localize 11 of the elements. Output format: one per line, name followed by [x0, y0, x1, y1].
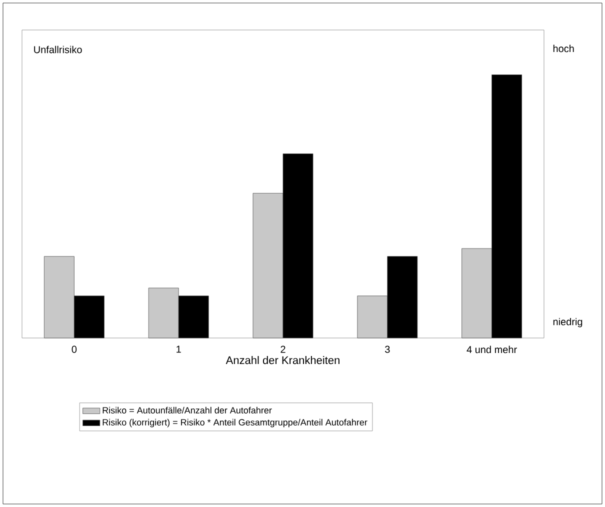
- x-tick-label: 1: [176, 346, 181, 353]
- legend-label: Risiko = Autounfälle/Anzahl der Autofahrer: [102, 406, 272, 414]
- x-tick-label: 0: [72, 346, 77, 353]
- text: hoch: [553, 44, 574, 52]
- x-tick-label: 4 und mehr: [466, 346, 517, 354]
- x-axis-title: Anzahl der Krankheiten: [226, 356, 340, 364]
- legend-label: Risiko (korrigiert) = Risiko * Anteil Gesamtgruppe/Anteil Autofahrer: [102, 418, 368, 428]
- x-tick-label: 2: [280, 346, 286, 353]
- x-tick-label: 3: [384, 346, 390, 353]
- text: niedrig: [553, 318, 582, 328]
- y-axis-title: Unfallrisiko: [34, 46, 82, 54]
